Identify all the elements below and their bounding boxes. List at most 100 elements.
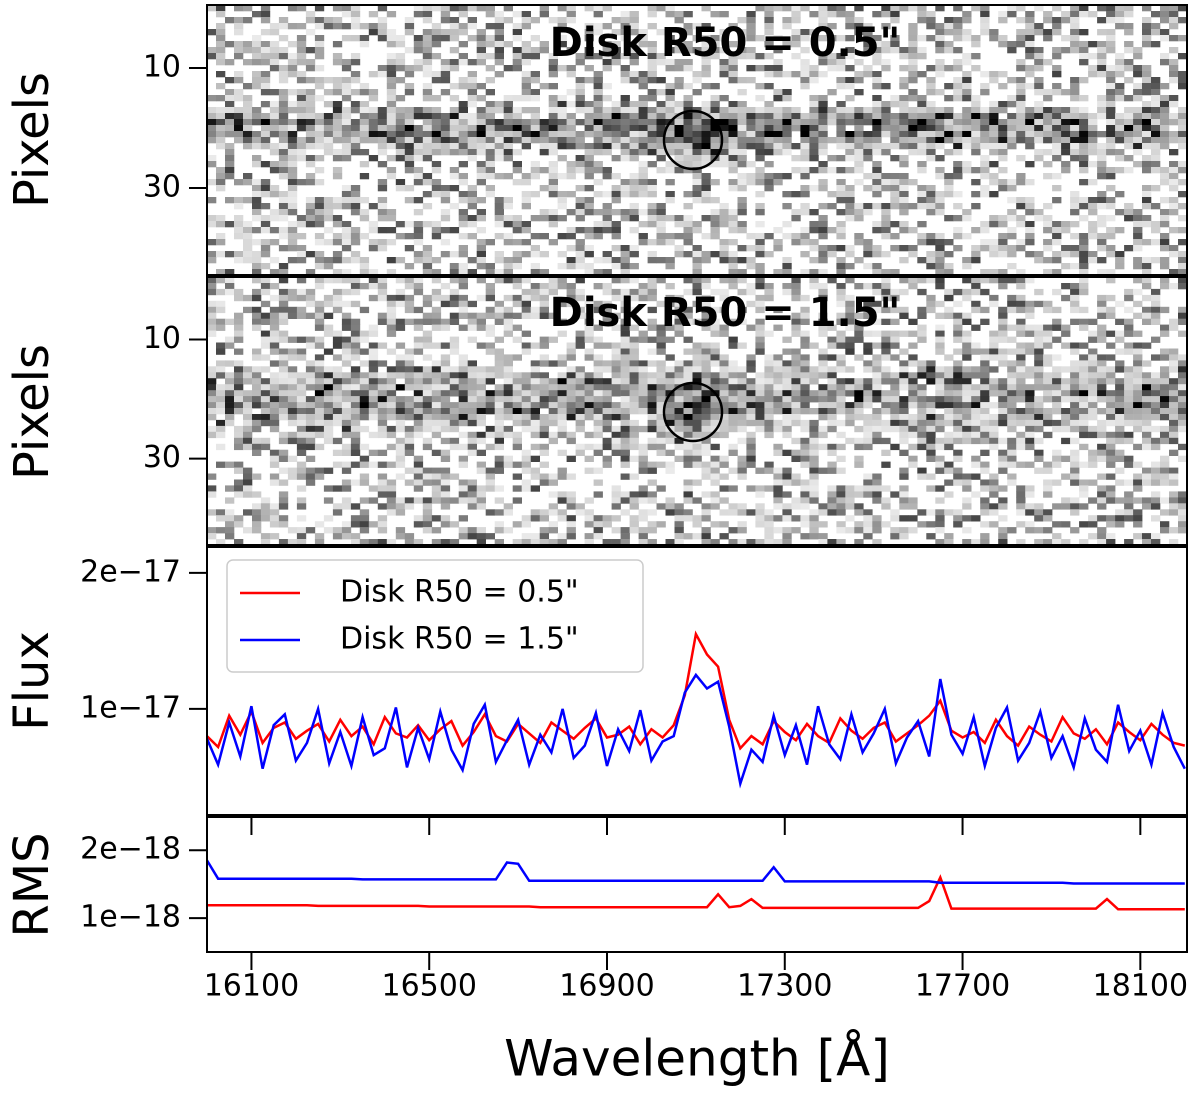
image-pixel — [971, 257, 981, 264]
image-pixel — [494, 29, 504, 36]
image-pixel — [377, 360, 388, 367]
image-pixel — [962, 330, 972, 337]
image-pixel — [225, 288, 235, 296]
image-pixel — [647, 131, 657, 138]
image-pixel — [1160, 221, 1170, 228]
image-pixel — [566, 71, 576, 78]
image-pixel — [638, 119, 648, 126]
image-pixel — [611, 324, 621, 331]
image-pixel — [1070, 191, 1080, 198]
image-pixel — [818, 360, 828, 367]
image-pixel — [998, 354, 1008, 361]
image-pixel — [665, 215, 675, 222]
image-pixel — [332, 233, 343, 240]
image-pixel — [602, 384, 612, 391]
image-pixel — [935, 312, 945, 319]
image-pixel — [413, 35, 424, 42]
image-pixel — [773, 5, 783, 12]
image-pixel — [216, 360, 226, 367]
image-pixel — [467, 221, 477, 228]
image-pixel — [809, 342, 819, 349]
image-pixel — [1007, 348, 1017, 355]
image-pixel — [422, 300, 433, 308]
image-pixel — [1124, 41, 1134, 48]
image-pixel — [737, 179, 747, 186]
image-pixel — [377, 17, 388, 24]
image-pixel — [548, 390, 558, 397]
image-pixel — [530, 35, 540, 42]
image-pixel — [1016, 215, 1026, 222]
image-pixel — [926, 101, 936, 108]
image-pixel — [872, 53, 882, 60]
image-pixel — [548, 360, 558, 367]
image-pixel — [539, 414, 549, 421]
image-pixel — [566, 342, 576, 349]
image-pixel — [1133, 119, 1143, 126]
image-pixel — [305, 384, 316, 391]
image-pixel — [665, 378, 675, 385]
image-pixel — [557, 402, 567, 409]
image-pixel — [737, 203, 747, 210]
image-pixel — [1169, 402, 1179, 409]
image-pixel — [656, 221, 666, 228]
image-pixel — [1097, 5, 1107, 12]
image-pixel — [1070, 77, 1080, 84]
image-pixel — [1178, 283, 1188, 290]
image-pixel — [1124, 396, 1134, 403]
image-pixel — [207, 251, 217, 258]
image-pixel — [764, 101, 774, 108]
image-pixel — [971, 283, 981, 290]
image-pixel — [620, 257, 630, 264]
image-pixel — [980, 425, 990, 433]
image-pixel — [207, 197, 217, 204]
image-pixel — [701, 197, 711, 204]
image-pixel — [260, 161, 271, 168]
image-pixel — [719, 408, 729, 415]
image-pixel — [800, 360, 810, 367]
image-pixel — [557, 203, 567, 210]
image-pixel — [728, 125, 738, 132]
image-pixel — [863, 263, 873, 270]
image-pixel — [216, 47, 226, 54]
image-pixel — [953, 437, 963, 445]
image-pixel — [1052, 227, 1062, 234]
image-pixel — [350, 137, 361, 144]
image-pixel — [1061, 396, 1071, 403]
image-pixel — [1124, 419, 1134, 427]
image-pixel — [926, 251, 936, 258]
image-pixel — [225, 113, 235, 120]
image-pixel — [854, 257, 864, 264]
image-pixel — [1160, 35, 1170, 42]
image-pixel — [1151, 137, 1161, 144]
image-pixel — [368, 378, 379, 385]
image-pixel — [836, 107, 846, 114]
image-pixel — [719, 330, 729, 337]
image-pixel — [575, 197, 585, 204]
image-pixel — [1088, 143, 1098, 150]
image-pixel — [746, 257, 756, 264]
image-pixel — [440, 360, 451, 367]
image-pixel — [962, 318, 972, 325]
image-pixel — [512, 372, 522, 379]
image-pixel — [1079, 396, 1089, 403]
image-pixel — [305, 155, 316, 162]
image-pixel — [827, 203, 837, 210]
image-pixel — [1079, 324, 1089, 331]
image-pixel — [539, 209, 549, 216]
image-pixel — [521, 71, 531, 78]
image-pixel — [719, 113, 729, 120]
image-pixel — [252, 372, 262, 379]
image-pixel — [1097, 17, 1107, 24]
image-pixel — [431, 53, 442, 60]
image-pixel — [782, 23, 792, 30]
image-pixel — [872, 185, 882, 192]
image-pixel — [368, 360, 379, 367]
image-pixel — [584, 269, 594, 276]
image-pixel — [422, 191, 433, 198]
image-pixel — [207, 221, 217, 228]
image-pixel — [746, 65, 756, 72]
image-pixel — [836, 366, 846, 373]
image-pixel — [521, 425, 531, 433]
image-pixel — [1178, 227, 1188, 234]
image-pixel — [503, 149, 513, 156]
